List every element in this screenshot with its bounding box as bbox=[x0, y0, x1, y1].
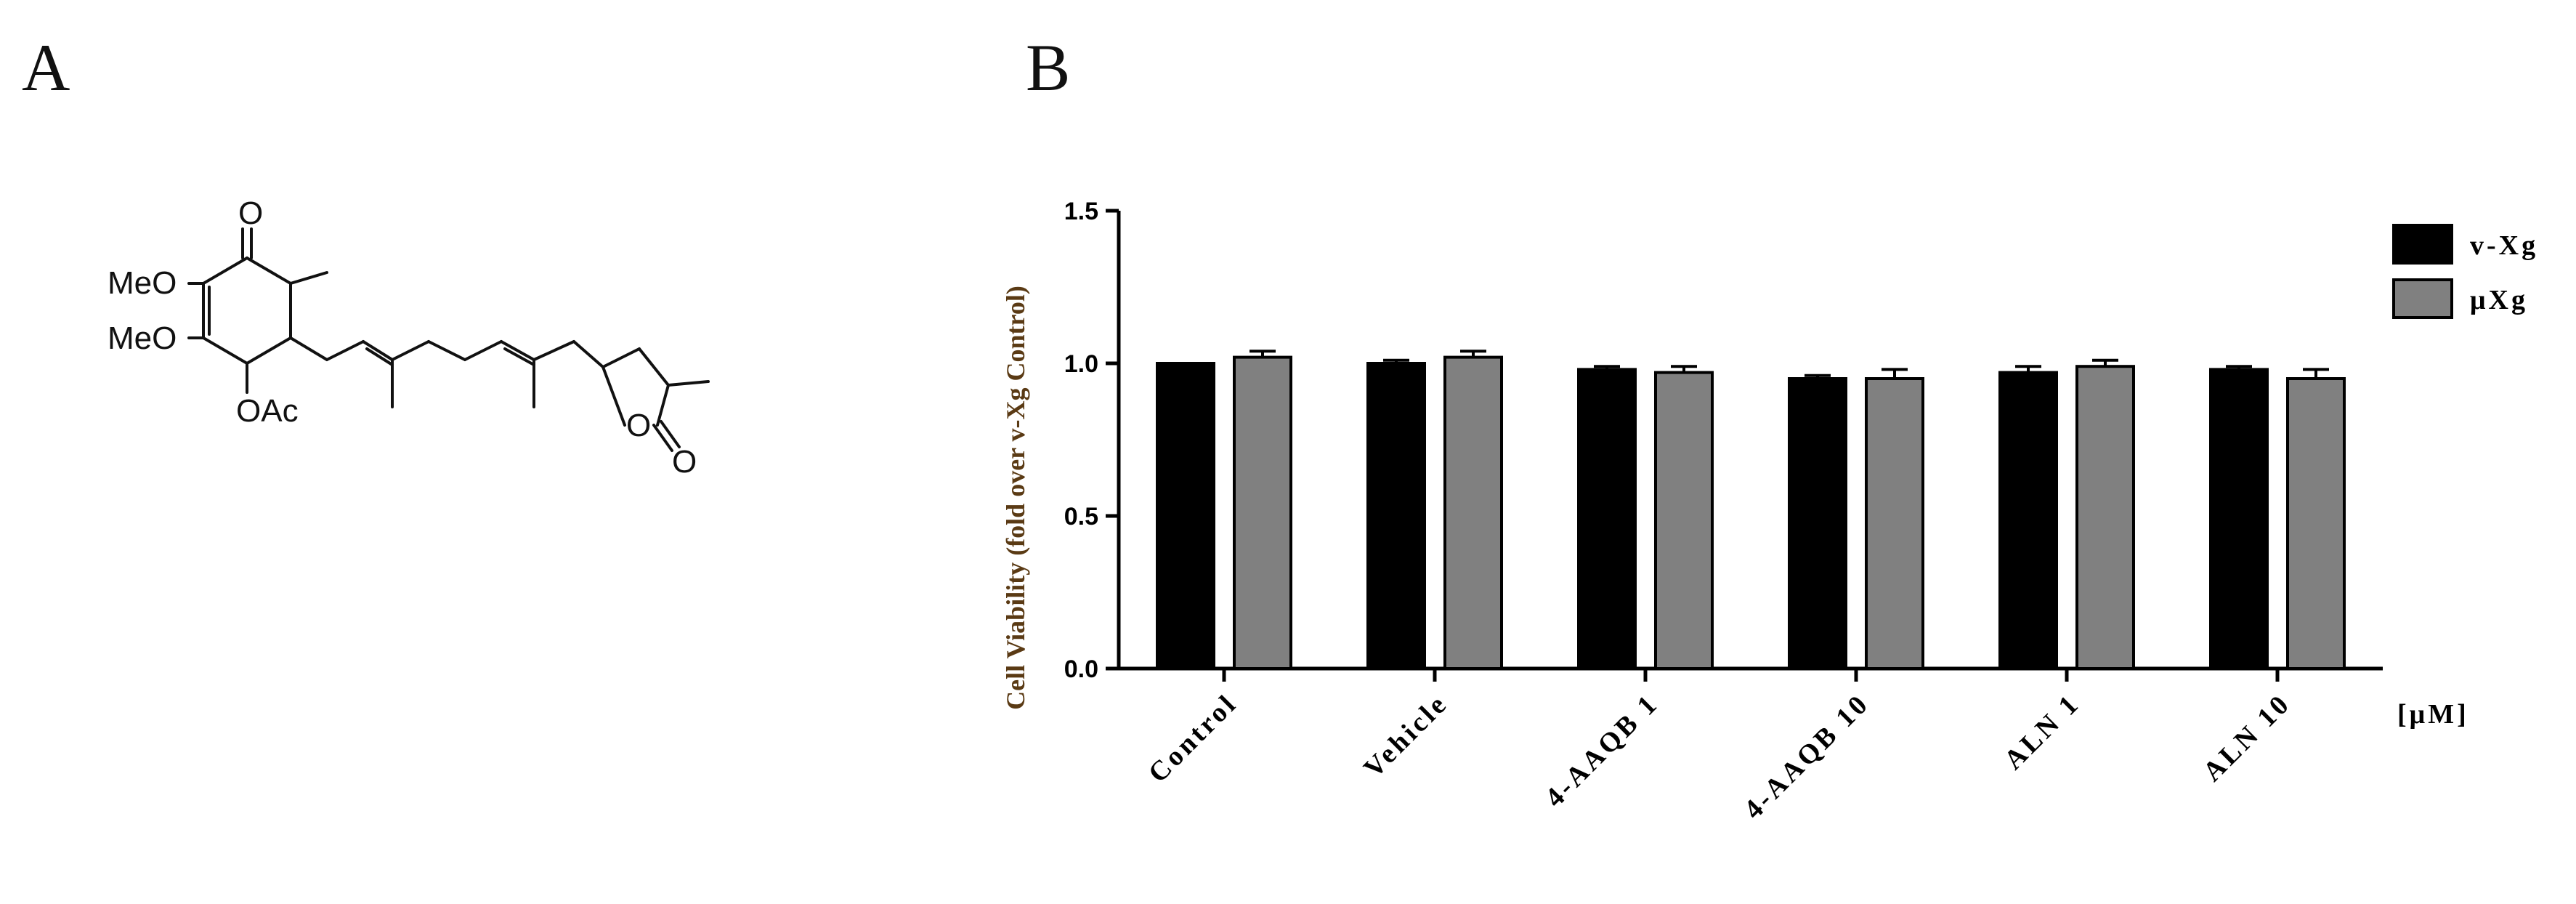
oac-label: OAc bbox=[236, 393, 299, 429]
bar-μXg-Vehicle bbox=[1443, 355, 1503, 670]
meo-bottom-label: MeO bbox=[108, 320, 177, 356]
category-label: 4-AAQB 1 bbox=[1539, 688, 1665, 814]
lactone-o-label: O bbox=[672, 444, 697, 480]
y-tick-label: 1.5 bbox=[1064, 198, 1098, 225]
category-label: Control bbox=[1143, 688, 1244, 789]
bar-v-Xg-4-AAQB 1 bbox=[1577, 368, 1637, 670]
bar-v-Xg-Vehicle bbox=[1366, 362, 1426, 670]
category-label: ALN 1 bbox=[1998, 688, 2086, 776]
bar-v-Xg-4-AAQB 10 bbox=[1788, 377, 1847, 670]
bar-μXg-ALN 1 bbox=[2075, 365, 2135, 670]
y-tick-label: 0.5 bbox=[1064, 503, 1098, 530]
ketone-o-label: O bbox=[238, 195, 263, 231]
bar-μXg-ALN 10 bbox=[2286, 377, 2346, 670]
legend-label: v-Xg bbox=[2470, 230, 2538, 261]
panel-b-label: B bbox=[1026, 31, 1071, 105]
bar-μXg-Control bbox=[1233, 355, 1292, 670]
unit-label: [μM] bbox=[2397, 699, 2469, 730]
y-tick-label: 1.0 bbox=[1064, 350, 1098, 378]
meo-top-label: MeO bbox=[108, 265, 177, 301]
category-label: 4-AAQB 10 bbox=[1738, 688, 1876, 826]
bar-μXg-4-AAQB 10 bbox=[1865, 377, 1924, 670]
bar-μXg-4-AAQB 1 bbox=[1654, 371, 1714, 670]
bar-v-Xg-Control bbox=[1156, 362, 1215, 670]
bar-v-Xg-ALN 1 bbox=[1998, 371, 2058, 670]
legend-swatch bbox=[2392, 224, 2453, 265]
category-label: ALN 10 bbox=[2197, 688, 2296, 788]
y-tick-label: 0.0 bbox=[1064, 655, 1098, 683]
legend-swatch bbox=[2392, 278, 2453, 319]
ring-o-label: O bbox=[626, 408, 651, 443]
bar-v-Xg-ALN 10 bbox=[2209, 368, 2269, 670]
y-axis-label: Cell Viability (fold over v-Xg Control) bbox=[1001, 286, 1030, 710]
chemical-structure: O MeO MeO OAc O O bbox=[108, 195, 710, 480]
category-label: Vehicle bbox=[1358, 688, 1454, 784]
panel-a-label: A bbox=[22, 31, 70, 105]
legend-label: μXg bbox=[2470, 285, 2528, 315]
